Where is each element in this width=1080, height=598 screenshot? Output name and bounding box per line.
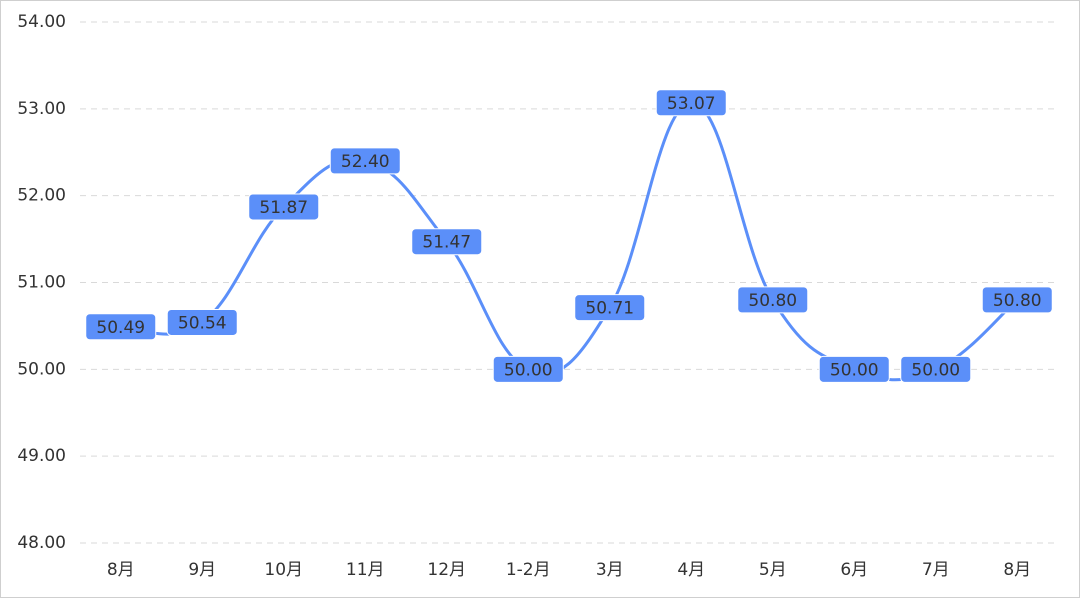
label-box	[329, 147, 401, 175]
data-label: 50.00	[492, 355, 564, 383]
label-text: 51.47	[422, 233, 471, 253]
y-tick-label: 48.00	[17, 533, 66, 553]
label-text: 50.80	[993, 291, 1042, 311]
y-tick-label: 51.00	[17, 273, 66, 293]
x-tick-label: 8月	[107, 560, 135, 580]
label-box	[737, 286, 809, 314]
label-text: 50.80	[748, 291, 797, 311]
label-text: 50.49	[96, 318, 145, 338]
data-label: 50.54	[166, 308, 238, 336]
label-box	[574, 294, 646, 322]
y-tick-label: 53.00	[17, 99, 66, 119]
x-tick-label: 10月	[264, 560, 303, 580]
label-text: 51.87	[259, 198, 308, 218]
x-tick-label: 5月	[759, 560, 787, 580]
label-box	[166, 308, 238, 336]
label-text: 50.54	[178, 313, 227, 333]
x-tick-label: 9月	[188, 560, 216, 580]
data-label: 51.47	[411, 228, 483, 256]
label-box	[900, 355, 972, 383]
data-label: 50.49	[85, 313, 157, 341]
label-box	[492, 355, 564, 383]
label-text: 50.00	[830, 360, 879, 380]
label-box	[981, 286, 1053, 314]
label-text: 50.00	[504, 360, 553, 380]
data-label: 50.00	[818, 355, 890, 383]
x-tick-label: 6月	[840, 560, 868, 580]
label-box	[818, 355, 890, 383]
y-tick-label: 52.00	[17, 186, 66, 206]
label-text: 50.71	[585, 299, 634, 319]
y-tick-label: 54.00	[17, 12, 66, 32]
label-box	[85, 313, 157, 341]
data-label: 50.00	[900, 355, 972, 383]
x-tick-label: 1-2月	[506, 560, 551, 580]
x-tick-label: 12月	[427, 560, 466, 580]
x-tick-label: 3月	[596, 560, 624, 580]
data-label: 51.87	[248, 193, 320, 221]
x-tick-label: 4月	[677, 560, 705, 580]
label-box	[655, 89, 727, 117]
data-label: 53.07	[655, 89, 727, 117]
data-label: 50.80	[737, 286, 809, 314]
label-box	[248, 193, 320, 221]
data-label: 50.80	[981, 286, 1053, 314]
label-box	[411, 228, 483, 256]
y-tick-label: 50.00	[17, 359, 66, 379]
label-text: 52.40	[341, 152, 390, 172]
label-text: 53.07	[667, 94, 716, 114]
data-label: 52.40	[329, 147, 401, 175]
y-tick-label: 49.00	[17, 446, 66, 466]
x-tick-label: 8月	[1003, 560, 1031, 580]
data-label: 50.71	[574, 294, 646, 322]
label-text: 50.00	[911, 360, 960, 380]
x-tick-label: 11月	[346, 560, 385, 580]
x-tick-label: 7月	[922, 560, 950, 580]
